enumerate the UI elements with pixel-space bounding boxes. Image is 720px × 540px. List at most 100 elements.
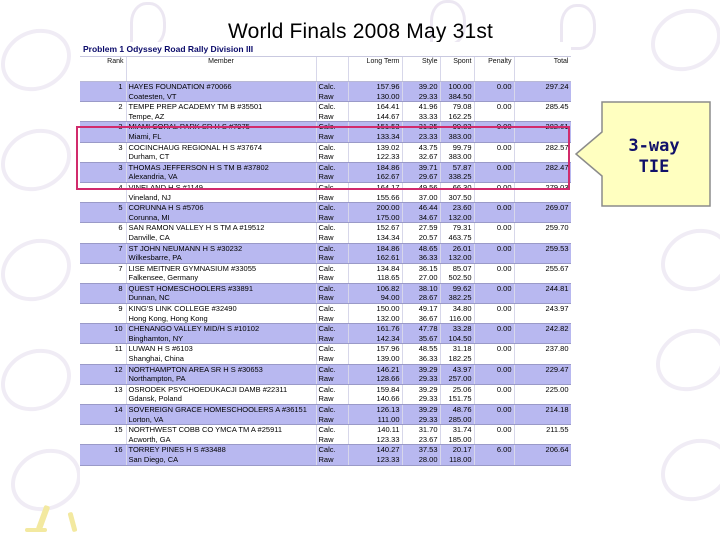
type-cell: Raw	[316, 313, 349, 325]
penalty-cell: 0.00	[474, 424, 515, 435]
spont-cell: 383.00	[440, 131, 475, 143]
rank-cell: 2	[80, 101, 127, 112]
member-location-cell: Gdansk, Poland	[126, 394, 317, 406]
results-sheet: Problem 1 Odyssey Road Rally Division II…	[80, 42, 571, 506]
member-location-cell: San Diego, CA	[126, 454, 317, 466]
spont-cell: 31.74	[440, 424, 475, 435]
ornament-swirl	[650, 217, 720, 303]
long-term-cell: 123.33	[348, 454, 403, 466]
member-name-cell: CORUNNA H S #5706	[126, 202, 317, 213]
penalty-cell	[474, 131, 515, 143]
total-cell: 225.00	[514, 384, 571, 395]
penalty-cell	[474, 253, 515, 264]
penalty-cell	[474, 232, 515, 244]
style-cell: 27.00	[402, 273, 441, 284]
style-cell: 48.65	[402, 243, 441, 254]
callout-line-2: TIE	[638, 157, 670, 177]
problem-subtitle: Problem 1 Odyssey Road Rally Division II…	[80, 42, 571, 57]
type-cell: Calc.	[316, 202, 349, 213]
rank-cell	[80, 434, 127, 446]
rank-cell	[80, 454, 127, 466]
rank-cell	[80, 293, 127, 305]
spont-cell: 382.25	[440, 293, 475, 305]
rank-cell	[80, 111, 127, 123]
table-row: Miami, FL Raw 133.34 23.33 383.00	[80, 131, 571, 143]
long-term-cell: 118.65	[348, 273, 403, 284]
long-term-cell: 122.33	[348, 152, 403, 163]
penalty-cell: 0.00	[474, 81, 515, 92]
style-cell: 29.33	[402, 374, 441, 385]
penalty-cell: 0.00	[474, 101, 515, 112]
member-name-cell: SOVEREIGN GRACE HOMESCHOOLERS A #36151	[126, 404, 317, 415]
ornament-swirl	[0, 227, 82, 313]
type-cell: Calc.	[316, 343, 349, 355]
type-cell: Raw	[316, 333, 349, 345]
member-location-cell: Alexandria, VA	[126, 172, 317, 183]
total-cell: 282.57	[514, 142, 571, 153]
style-cell: 36.15	[402, 263, 441, 274]
total-cell	[514, 333, 571, 345]
type-cell: Calc.	[316, 424, 349, 435]
table-row: Dunnan, NC Raw 94.00 28.67 382.25	[80, 293, 571, 305]
long-term-cell: 144.67	[348, 111, 403, 123]
rank-cell: 16	[80, 444, 127, 455]
member-name-cell: LISE MEITNER GYMNASIUM #33055	[126, 263, 317, 274]
ornament-mark	[560, 4, 596, 50]
total-cell	[514, 394, 571, 406]
table-row: 10 CHENANGO VALLEY MID/H S #10102 Calc. 161…	[80, 323, 571, 334]
rank-cell	[80, 91, 127, 103]
total-cell: 242.82	[514, 323, 571, 334]
penalty-cell: 0.00	[474, 263, 515, 274]
rank-cell: 6	[80, 222, 127, 233]
spont-cell: 23.60	[440, 202, 475, 213]
style-cell: 34.67	[402, 212, 441, 224]
style-cell: 47.78	[402, 323, 441, 334]
type-cell: Calc.	[316, 81, 349, 92]
table-row: Gdansk, Poland Raw 140.66 29.33 151.75	[80, 394, 571, 406]
member-name-cell: NORTHAMPTON AREA SR H S #30653	[126, 364, 317, 375]
member-name-cell: NORTHWEST COBB CO YMCA TM A #25911	[126, 424, 317, 435]
penalty-cell: 0.00	[474, 283, 515, 294]
style-cell: 39.71	[402, 162, 441, 173]
style-cell: 27.59	[402, 222, 441, 233]
spont-cell: 185.00	[440, 434, 475, 446]
rank-cell: 13	[80, 384, 127, 395]
member-name-cell: HAYES FOUNDATION #70066	[126, 81, 317, 92]
member-location-cell: Lorton, VA	[126, 414, 317, 426]
spont-cell: 33.28	[440, 323, 475, 334]
type-cell: Calc.	[316, 404, 349, 415]
long-term-cell: 152.67	[348, 222, 403, 233]
long-term-cell: 184.86	[348, 162, 403, 173]
rank-cell	[80, 333, 127, 345]
penalty-cell: 0.00	[474, 364, 515, 375]
tie-callout-label: 3-way TIE	[612, 136, 696, 178]
long-term-cell: 140.11	[348, 424, 403, 435]
style-cell: 37.00	[402, 192, 441, 204]
spont-cell: 104.50	[440, 333, 475, 345]
total-cell	[514, 313, 571, 325]
spont-cell: 43.97	[440, 364, 475, 375]
total-cell: 244.81	[514, 283, 571, 294]
rank-cell	[80, 374, 127, 385]
penalty-cell: 0.00	[474, 404, 515, 415]
rank-cell: 3	[80, 162, 127, 173]
rank-cell: 14	[80, 404, 127, 415]
type-cell: Raw	[316, 434, 349, 446]
header-spont: Spont	[440, 57, 475, 82]
style-cell: 33.33	[402, 111, 441, 123]
tie-callout-arrow	[574, 101, 711, 207]
table-row: 13 OSRODEK PSYCHOEDUKACJI DAMB #22311 Calc…	[80, 384, 571, 395]
long-term-cell: 133.34	[348, 131, 403, 143]
style-cell: 28.00	[402, 454, 441, 466]
member-location-cell: Northampton, PA	[126, 374, 317, 385]
style-cell: 28.67	[402, 293, 441, 305]
member-name-cell: OSRODEK PSYCHOEDUKACJI DAMB #22311	[126, 384, 317, 395]
penalty-cell: 0.00	[474, 182, 515, 193]
rank-cell	[80, 212, 127, 224]
type-cell: Calc.	[316, 303, 349, 314]
penalty-cell	[474, 394, 515, 406]
total-cell	[514, 454, 571, 466]
table-row: Hong Kong, Hong Kong Raw 132.00 36.67 116.00	[80, 313, 571, 325]
callout-line-1: 3-way	[628, 136, 680, 156]
table-row: Alexandria, VA Raw 162.67 29.67 338.25	[80, 172, 571, 183]
